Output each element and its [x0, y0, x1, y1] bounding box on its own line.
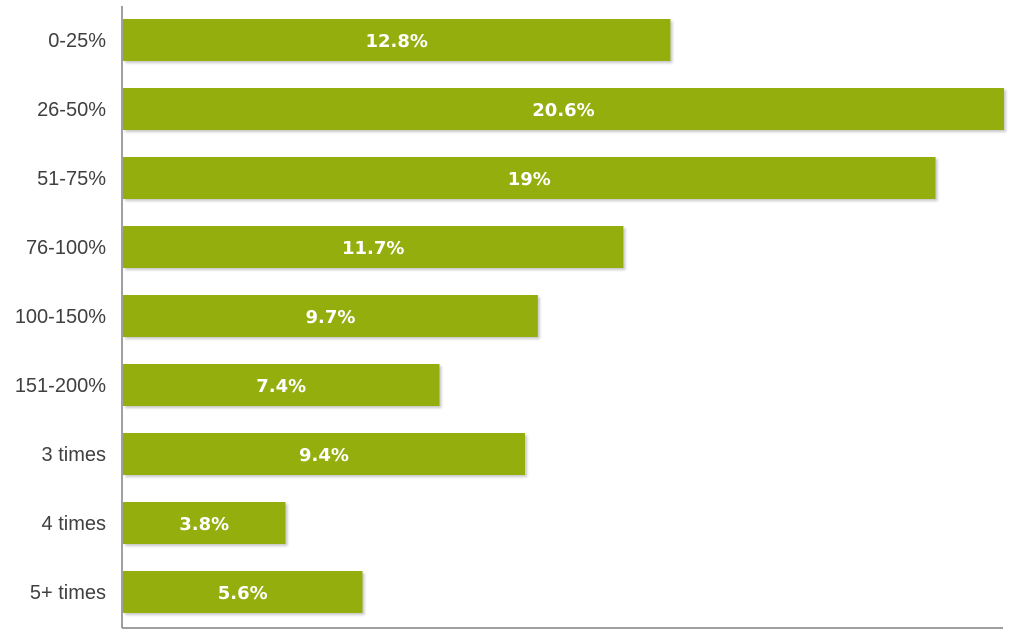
axes — [121, 6, 1003, 629]
bar-26-50 — [123, 88, 1004, 130]
bar-151-200 — [123, 364, 440, 406]
bar-100-150 — [123, 295, 538, 337]
category-label: 51-75% — [37, 168, 106, 190]
bar-value-label: 11.7% — [342, 238, 404, 259]
bar-value-label: 9.4% — [299, 445, 349, 466]
bar-51-75 — [123, 157, 936, 199]
bar-0-25 — [123, 19, 671, 61]
bar-value-label: 9.7% — [305, 307, 355, 328]
bar-3-times — [123, 433, 526, 475]
category-label: 151-200% — [15, 375, 106, 397]
category-label: 76-100% — [26, 237, 106, 259]
bar-value-labels: 12.8% 20.6% 19% 11.7% 9.7% 7.4% 9.4% 3.8% 5.6% — [179, 31, 594, 604]
bar-value-label: 19% — [508, 169, 551, 190]
bar-value-label: 3.8% — [179, 514, 229, 535]
bar-value-label: 7.4% — [256, 376, 306, 397]
bar-76-100 — [123, 226, 624, 268]
category-label: 5+ times — [30, 582, 106, 604]
category-label: 100-150% — [15, 306, 106, 328]
bar-group — [123, 19, 1004, 613]
category-label: 3 times — [42, 444, 106, 466]
bar-value-label: 5.6% — [218, 583, 268, 604]
category-label: 26-50% — [37, 99, 106, 121]
bar-5-times — [123, 571, 363, 613]
bar-value-label: 12.8% — [365, 31, 427, 52]
category-label: 0-25% — [48, 30, 106, 52]
bar-value-label: 20.6% — [532, 100, 594, 121]
bar-4-times — [123, 502, 286, 544]
category-axis-labels: 0-25% 26-50% 51-75% 76-100% 100-150% 151-200%… — [15, 30, 106, 604]
category-label: 4 times — [42, 513, 106, 535]
